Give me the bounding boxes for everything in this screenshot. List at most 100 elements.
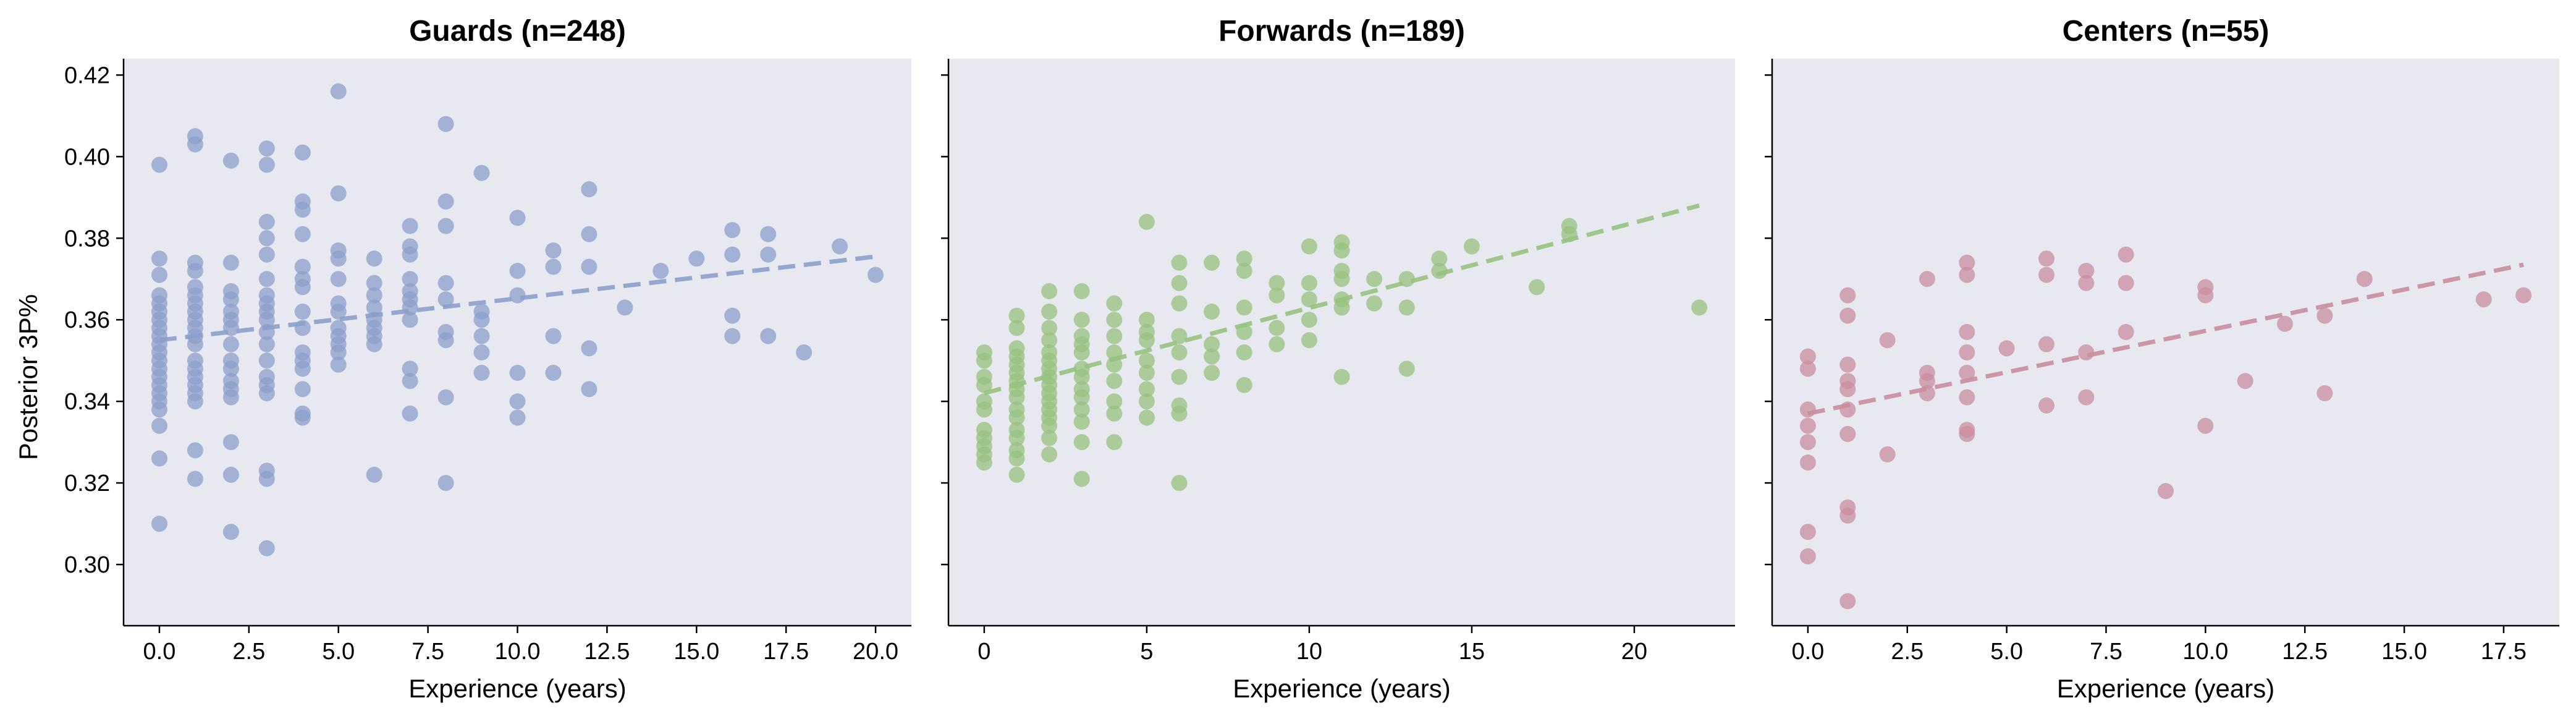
- panel-1-point-44: [222, 291, 239, 308]
- panel-2-point-98: [1301, 238, 1317, 255]
- panel-2-point-28: [1041, 304, 1058, 320]
- panel-3-title: Centers (n=55): [2063, 15, 2270, 48]
- panel-3-point-20: [1919, 271, 1935, 287]
- panel-1-point-110: [366, 336, 382, 352]
- panel-2-point-86: [1204, 348, 1220, 365]
- panel-3-point-52: [2356, 271, 2373, 287]
- panel-1-point-94: [330, 250, 347, 267]
- panel-2-point-112: [1398, 271, 1415, 287]
- panel-2-point-111: [1366, 295, 1383, 312]
- panel-1-y-tick-label-2: 0.34: [64, 389, 110, 415]
- panel-1-point-126: [437, 275, 454, 291]
- panel-1-point-115: [402, 271, 418, 287]
- panel-1-point-56: [222, 524, 239, 540]
- panel-1-point-148: [581, 181, 598, 198]
- panel-1-point-144: [545, 242, 562, 259]
- panel-1-point-91: [330, 83, 347, 100]
- panel-3-point-31: [1959, 425, 1975, 442]
- panel-1-point-164: [832, 238, 848, 255]
- panel-2-point-1: [976, 352, 992, 369]
- panel-2-x-tick-label-1: 5: [1140, 639, 1153, 665]
- panel-3-x-axis-label: Experience (years): [2057, 674, 2274, 703]
- panel-1-point-132: [473, 164, 490, 181]
- panel-1-point-20: [151, 516, 167, 532]
- panel-1-y-tick-label-0: 0.30: [64, 552, 110, 578]
- panel-2-point-109: [1333, 368, 1350, 385]
- panel-3-point-32: [1998, 340, 2015, 357]
- panel-1-point-106: [366, 299, 382, 316]
- panel-3-x-tick-label-2: 5.0: [1990, 639, 2023, 665]
- panel-3-x-tick-label-1: 2.5: [1891, 639, 1924, 665]
- panel-2-point-55: [1073, 471, 1090, 487]
- panel-2-x-tick-label-3: 15: [1459, 639, 1485, 665]
- panel-2-point-99: [1301, 275, 1317, 291]
- panel-1-point-57: [258, 140, 275, 157]
- panel-2-point-93: [1236, 377, 1252, 393]
- panel-3-x-tick-label-3: 7.5: [2090, 639, 2122, 665]
- panel-1-point-39: [187, 442, 203, 459]
- panel-1-point-145: [545, 258, 562, 275]
- panel-1-point-123: [437, 116, 454, 132]
- panel-3-point-51: [2316, 385, 2333, 401]
- panel-2-point-74: [1171, 254, 1188, 271]
- panel-2-point-29: [1041, 320, 1058, 336]
- panel-1-point-121: [402, 373, 418, 390]
- panel-3-point-7: [1799, 548, 1816, 564]
- panel-1-point-80: [294, 258, 311, 275]
- panel-1-point-60: [258, 230, 275, 247]
- panel-1-point-2: [151, 266, 167, 283]
- panel-2-point-64: [1106, 434, 1123, 451]
- panel-2-point-23: [1008, 430, 1025, 446]
- panel-2-points: [976, 213, 1708, 492]
- panel-2-point-75: [1171, 275, 1188, 291]
- panel-1-point-75: [258, 540, 275, 556]
- panel-1-y-tick-label-3: 0.36: [64, 307, 110, 333]
- panel-1-point-48: [222, 336, 239, 352]
- panel-2-point-96: [1269, 320, 1285, 336]
- panel-2-point-76: [1171, 295, 1188, 312]
- panel-1-point-40: [187, 471, 203, 487]
- panel-2-point-94: [1269, 275, 1285, 291]
- panel-3-point-1: [1799, 360, 1816, 377]
- panel-3: 0.0 2.5 5.0 7.5 10.0 12.5 15.0 17.5 Centers (n=5…: [1765, 15, 2559, 703]
- panel-1-point-149: [581, 226, 598, 242]
- y-axis-label: Posterior 3P%: [14, 294, 43, 460]
- panel-1-y-tick-label-1: 0.32: [64, 471, 110, 496]
- panel-2-point-11: [1008, 307, 1025, 324]
- panel-2-point-72: [1138, 393, 1155, 410]
- panel-1-x-axis-label: Experience (years): [408, 674, 626, 703]
- panel-1-point-17: [151, 401, 167, 418]
- panel-1-x-tick-label-4: 10.0: [495, 639, 541, 665]
- panel-3-point-5: [1799, 454, 1816, 471]
- panel-3-point-25: [1959, 266, 1975, 283]
- panel-3-point-24: [1959, 254, 1975, 271]
- panel-2-point-92: [1236, 344, 1252, 360]
- panel-1-point-114: [402, 246, 418, 263]
- panel-1-point-61: [258, 246, 275, 263]
- panel-3-point-26: [1959, 324, 1975, 340]
- panel-1-point-24: [187, 263, 203, 279]
- panel-3-point-19: [1879, 446, 1896, 462]
- panel-2-point-70: [1138, 365, 1155, 381]
- panel-1-point-161: [760, 246, 777, 263]
- panel-3-point-10: [1839, 356, 1856, 373]
- panel-2-point-113: [1398, 299, 1415, 316]
- panel-1-point-66: [258, 312, 275, 328]
- panel-3-plot-area: [1772, 59, 2559, 626]
- panel-1-y-tick-label-5: 0.40: [64, 144, 110, 170]
- panel-3-x-tick-label-6: 15.0: [2381, 639, 2427, 665]
- panel-2-point-30: [1041, 332, 1058, 349]
- panel-2-point-118: [1529, 279, 1545, 296]
- panel-1-point-59: [258, 213, 275, 230]
- panel-1-point-136: [473, 344, 490, 360]
- panel-3-x-tick-label-7: 17.5: [2481, 639, 2527, 665]
- panel-3-point-35: [2038, 336, 2054, 352]
- panel-3-x-tick-label-0: 0.0: [1791, 639, 1824, 665]
- panel-2-point-114: [1398, 360, 1415, 377]
- panel-1-point-125: [437, 218, 454, 234]
- panel-2-point-10: [976, 454, 992, 471]
- panel-1-point-146: [545, 328, 562, 344]
- panel-2-point-3: [976, 377, 992, 393]
- panel-1-x-tick-label-7: 17.5: [763, 639, 809, 665]
- panel-2-point-21: [1008, 409, 1025, 426]
